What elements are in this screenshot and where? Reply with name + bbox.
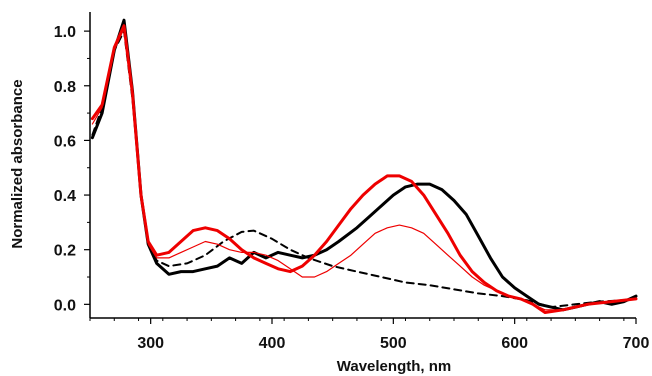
- series-line-4: [90, 24, 638, 314]
- plot-lines: [90, 18, 638, 314]
- x-tick-label: 500: [380, 335, 407, 352]
- x-axis-title: Wavelength, nm: [337, 358, 451, 375]
- series-line-1: [91, 30, 637, 309]
- x-tick-label: 400: [259, 335, 286, 352]
- y-tick-label: 0.0: [54, 297, 76, 314]
- y-axis-title: Normalized absorbance: [9, 79, 26, 248]
- series-line-2: [90, 18, 638, 312]
- y-tick-label: 0.2: [54, 243, 76, 260]
- x-tick-label: 300: [137, 335, 164, 352]
- x-axis-ticks: 300 400 500 600 700: [89, 318, 650, 352]
- y-tick-label: 0.4: [54, 188, 76, 205]
- y-tick-label: 0.6: [54, 133, 76, 150]
- x-tick-label: 600: [501, 335, 528, 352]
- y-tick-label: 1.0: [54, 24, 76, 41]
- y-tick-label: 0.8: [54, 79, 76, 96]
- x-tick-label: 700: [623, 335, 650, 352]
- axes: [89, 12, 636, 319]
- y-axis-ticks: 0.0 0.2 0.4 0.6 0.8 1.0: [54, 24, 90, 314]
- series-line-3: [91, 27, 637, 311]
